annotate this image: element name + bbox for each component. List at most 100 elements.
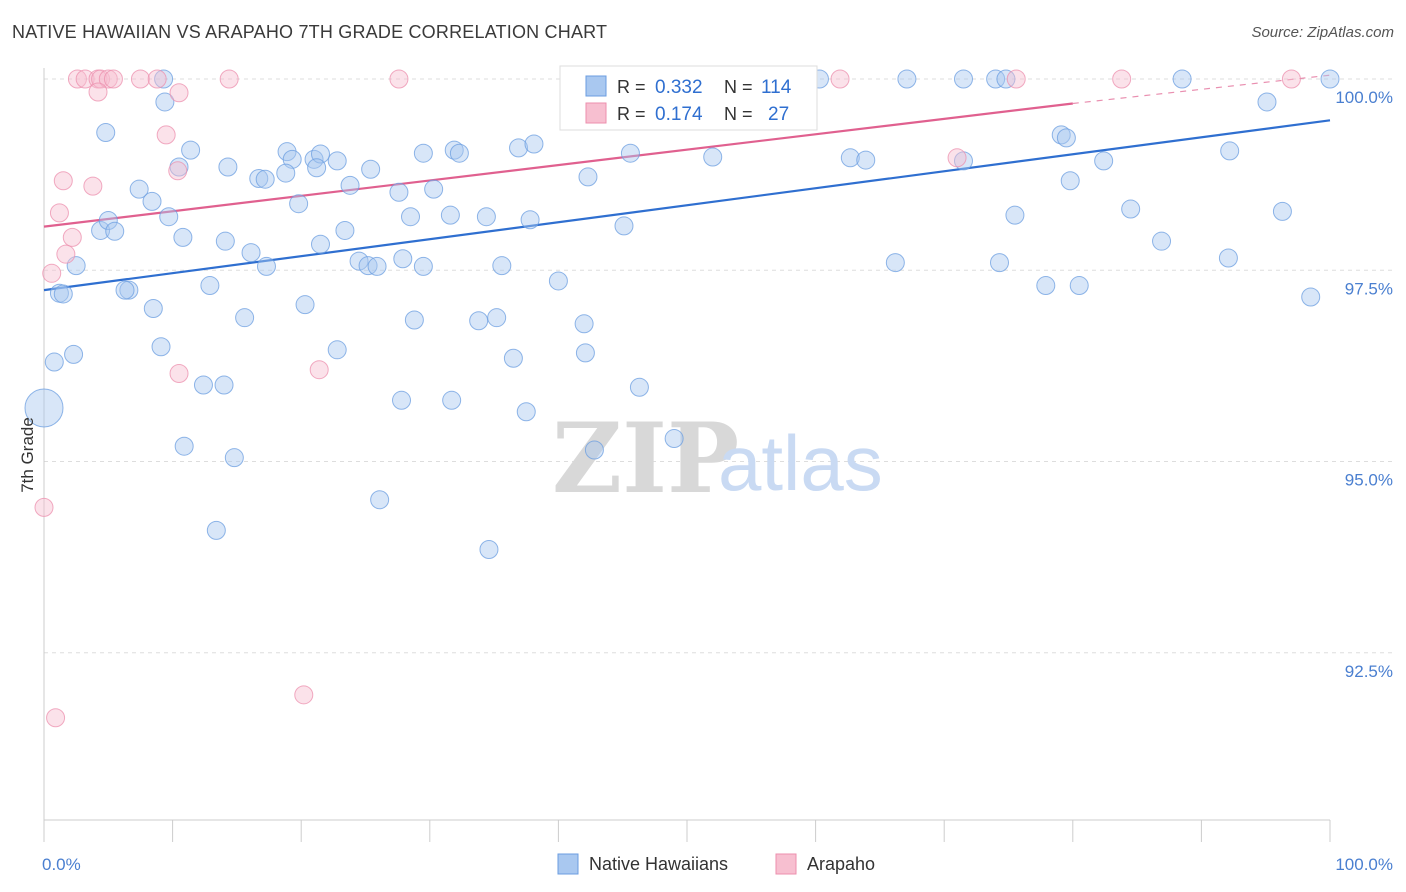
native-hawaiian-point <box>524 134 544 154</box>
native-hawaiian-point <box>1301 287 1321 307</box>
legend-n-value: 27 <box>768 104 789 125</box>
native-hawaiian-point <box>548 271 568 291</box>
legend-r-label: R = <box>617 104 646 124</box>
watermark-zip: ZIP <box>552 402 739 515</box>
native-hawaiian-point <box>64 344 84 364</box>
arapaho-point <box>309 360 329 380</box>
arapaho-point <box>169 83 189 103</box>
native-hawaiian-point <box>174 436 194 456</box>
arapaho-point <box>169 364 189 384</box>
native-hawaiian-point <box>392 390 412 410</box>
arapaho-point <box>62 227 82 247</box>
x-tick-label: 0.0% <box>42 855 81 874</box>
native-hawaiian-point <box>349 251 369 271</box>
native-hawaiian-point <box>340 175 360 195</box>
axes <box>43 68 1331 842</box>
series-legend: Native Hawaiians Arapaho <box>557 853 875 875</box>
arapaho-point <box>88 82 108 102</box>
x-tick-label: 100.0% <box>1335 855 1393 874</box>
native-hawaiian-point <box>1218 248 1238 268</box>
native-hawaiian-point <box>206 520 226 540</box>
arapaho-point <box>42 263 62 283</box>
native-hawaiian-point <box>154 69 174 89</box>
legend-swatch-native-hawaiians <box>557 853 579 875</box>
native-hawaiian-point <box>151 337 171 357</box>
native-hawaiian-point <box>241 243 261 263</box>
native-hawaiian-point <box>897 69 917 89</box>
native-hawaiian-point <box>1121 199 1141 219</box>
native-hawaiian-point <box>173 227 193 247</box>
native-hawaiian-point <box>224 448 244 468</box>
native-hawaiian-point <box>629 377 649 397</box>
y-tick-label: 92.5% <box>1345 662 1393 681</box>
native-hawaiian-point <box>1036 276 1056 296</box>
arapaho-point <box>130 69 150 89</box>
native-hawaiian-point <box>492 256 512 276</box>
native-hawaiian-point <box>310 234 330 254</box>
arapaho-point <box>103 69 123 89</box>
native-hawaiian-point <box>218 157 238 177</box>
native-hawaiian-point <box>516 402 536 422</box>
native-hawaiian-point <box>1220 141 1240 161</box>
native-hawaiian-point <box>335 220 355 240</box>
native-hawaiian-point <box>444 140 464 160</box>
native-hawaiian-point <box>115 280 135 300</box>
native-hawaiian-point <box>129 179 149 199</box>
native-hawaiian-point <box>256 256 276 276</box>
native-hawaiian-point <box>1272 201 1292 221</box>
legend-n-label: N = <box>724 104 753 124</box>
native-hawaiian-point <box>404 310 424 330</box>
legend-swatch-blue <box>585 75 607 97</box>
arapaho-point <box>83 176 103 196</box>
native-hawaiian-point <box>159 207 179 227</box>
native-hawaiian-point <box>44 352 64 372</box>
arapaho-trend-line <box>43 102 1073 228</box>
native-hawaiian-point <box>503 348 523 368</box>
y-axis-title: 7th Grade <box>18 417 37 493</box>
arapaho-point <box>830 69 850 89</box>
native-hawaiian-point <box>703 147 723 167</box>
chart-title: NATIVE HAWAIIAN VS ARAPAHO 7TH GRADE COR… <box>12 22 608 42</box>
legend-swatch-arapaho <box>775 853 797 875</box>
native-hawaiian-point <box>24 388 64 428</box>
native-hawaiian-point <box>96 123 116 143</box>
native-hawaiian-point <box>575 343 595 363</box>
arapaho-point <box>34 497 54 517</box>
native-hawaiian-point <box>442 390 462 410</box>
native-hawaiian-point <box>53 284 73 304</box>
arapaho-point <box>53 171 73 191</box>
native-hawaiian-point <box>1257 92 1277 112</box>
arapaho-point <box>1281 69 1301 89</box>
native-hawaiian-point <box>361 159 381 179</box>
native-hawaiian-point <box>235 308 255 328</box>
native-hawaiian-point <box>1060 171 1080 191</box>
native-hawaiian-point <box>996 69 1016 89</box>
native-hawaiian-point <box>413 256 433 276</box>
watermark: ZIP atlas <box>552 402 883 515</box>
native-hawaiian-point <box>98 211 118 231</box>
native-hawaiian-point <box>327 340 347 360</box>
native-hawaiian-point <box>389 182 409 202</box>
arapaho-point <box>147 69 167 89</box>
native-hawaiian-point <box>155 92 175 112</box>
native-hawaiian-point <box>143 299 163 318</box>
legend-r-label: R = <box>617 77 646 97</box>
native-hawaiian-point <box>614 216 634 236</box>
legend-r-value: 0.332 <box>655 77 703 98</box>
native-hawaiian-point <box>856 150 876 170</box>
native-hawaiian-point <box>276 163 296 183</box>
arapaho-point <box>56 244 76 264</box>
native-hawaiian-point <box>1094 151 1114 171</box>
arapaho-point <box>947 148 967 168</box>
native-hawaiian-point <box>327 151 347 171</box>
native-hawaiian-point <box>295 295 315 315</box>
native-hawaiian-point <box>393 249 413 269</box>
legend-label-arapaho: Arapaho <box>807 854 875 874</box>
native-hawaiian-point <box>1172 69 1192 89</box>
arapaho-point <box>219 69 239 89</box>
native-hawaiian-point <box>1005 205 1025 225</box>
native-hawaiian-point <box>1051 125 1071 145</box>
y-tick-label: 97.5% <box>1345 279 1393 298</box>
native-hawaiian-point <box>989 253 1009 273</box>
arapaho-point <box>46 708 66 728</box>
